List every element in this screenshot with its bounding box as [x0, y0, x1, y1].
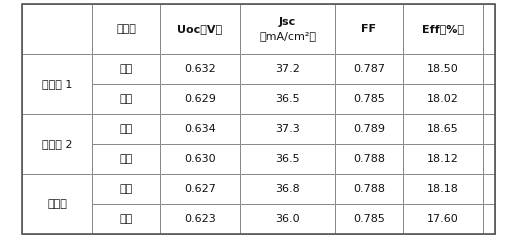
Text: 0.627: 0.627	[184, 184, 216, 194]
Text: 0.787: 0.787	[353, 64, 385, 74]
Text: 背面: 背面	[119, 154, 133, 164]
Bar	[160, 4, 240, 54]
Text: 18.65: 18.65	[427, 124, 459, 134]
Bar	[483, 114, 495, 144]
Bar	[403, 144, 483, 174]
Bar	[240, 114, 335, 144]
Bar	[335, 144, 403, 174]
Bar	[92, 204, 160, 234]
Bar	[240, 4, 335, 54]
Bar	[240, 204, 335, 234]
Bar	[403, 54, 483, 84]
Bar	[335, 84, 403, 114]
Bar	[240, 84, 335, 114]
Bar	[160, 204, 240, 234]
Bar	[92, 84, 160, 114]
Bar	[403, 204, 483, 234]
Bar	[22, 114, 92, 174]
Text: FF: FF	[361, 24, 376, 34]
Bar	[335, 4, 403, 54]
Text: 0.785: 0.785	[353, 94, 385, 104]
Text: Jsc: Jsc	[279, 17, 296, 27]
Text: 对比例: 对比例	[47, 199, 67, 209]
Text: 背面: 背面	[119, 214, 133, 224]
Bar	[483, 4, 495, 54]
Bar	[335, 174, 403, 204]
Text: 36.5: 36.5	[275, 154, 300, 164]
Text: （mA/cm²）: （mA/cm²）	[259, 31, 316, 41]
Bar	[483, 54, 495, 84]
Text: Uoc（V）: Uoc（V）	[177, 24, 222, 34]
Text: 0.630: 0.630	[184, 154, 216, 164]
Bar	[92, 4, 160, 54]
Bar	[92, 144, 160, 174]
Bar	[403, 84, 483, 114]
Bar	[160, 54, 240, 84]
Bar	[335, 114, 403, 144]
Text: 0.632: 0.632	[184, 64, 216, 74]
Bar	[22, 174, 92, 234]
Text: 18.50: 18.50	[427, 64, 459, 74]
Text: 背面: 背面	[119, 94, 133, 104]
Bar	[160, 144, 240, 174]
Bar	[22, 4, 92, 54]
Bar	[335, 54, 403, 84]
Bar	[92, 114, 160, 144]
Text: 0.788: 0.788	[353, 184, 385, 194]
Bar	[483, 204, 495, 234]
Bar	[403, 4, 483, 54]
Bar	[160, 174, 240, 204]
Bar	[240, 144, 335, 174]
Bar	[483, 84, 495, 114]
Bar	[240, 174, 335, 204]
Text: 37.2: 37.2	[275, 64, 300, 74]
Text: 0.629: 0.629	[184, 94, 216, 104]
Text: 0.785: 0.785	[353, 214, 385, 224]
Text: 受光面: 受光面	[116, 24, 136, 34]
Text: 18.02: 18.02	[427, 94, 459, 104]
Text: 正面: 正面	[119, 124, 133, 134]
Text: 36.8: 36.8	[275, 184, 300, 194]
Text: 17.60: 17.60	[427, 214, 459, 224]
Bar	[483, 174, 495, 204]
Bar	[160, 114, 240, 144]
Text: 正面: 正面	[119, 184, 133, 194]
Text: 0.634: 0.634	[184, 124, 216, 134]
Bar	[240, 54, 335, 84]
Text: 18.12: 18.12	[427, 154, 459, 164]
Bar	[335, 204, 403, 234]
Text: 36.5: 36.5	[275, 94, 300, 104]
Text: Eff（%）: Eff（%）	[422, 24, 464, 34]
Text: 36.0: 36.0	[275, 214, 300, 224]
Text: 实施例 1: 实施例 1	[42, 79, 72, 89]
Text: 0.789: 0.789	[353, 124, 385, 134]
Text: 实施例 2: 实施例 2	[42, 139, 72, 149]
Bar	[92, 54, 160, 84]
Bar	[403, 114, 483, 144]
Bar	[160, 84, 240, 114]
Bar	[92, 174, 160, 204]
Bar	[22, 54, 92, 114]
Text: 0.623: 0.623	[184, 214, 216, 224]
Text: 18.18: 18.18	[427, 184, 459, 194]
Bar	[483, 144, 495, 174]
Text: 正面: 正面	[119, 64, 133, 74]
Text: 0.788: 0.788	[353, 154, 385, 164]
Bar	[403, 174, 483, 204]
Text: 37.3: 37.3	[275, 124, 300, 134]
